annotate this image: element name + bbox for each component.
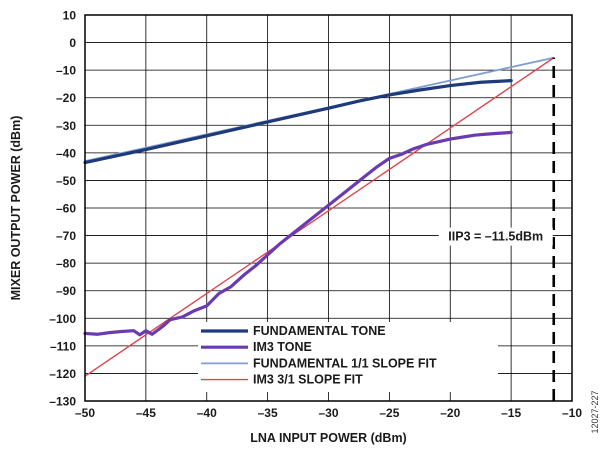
y-tick-label: –50 — [56, 174, 76, 188]
x-tick-label: –25 — [379, 406, 399, 420]
x-tick-label: –50 — [75, 406, 95, 420]
legend-label-fundamental-tone: FUNDAMENTAL TONE — [253, 324, 386, 338]
y-tick-label: –40 — [56, 146, 76, 160]
y-tick-label: –30 — [56, 119, 76, 133]
legend-label-fundamental-slope-fit: FUNDAMENTAL 1/1 SLOPE FIT — [253, 356, 437, 370]
x-tick-label: –15 — [501, 406, 521, 420]
y-tick-label: –110 — [50, 339, 76, 353]
y-tick-label: –100 — [49, 312, 76, 326]
x-tick-labels: –50 –45 –40 –35 –30 –25 –20 –15 –10 — [75, 406, 582, 420]
figure-id: 12027-227 — [590, 390, 600, 433]
legend: FUNDAMENTAL TONE IM3 TONE FUNDAMENTAL 1/… — [198, 322, 498, 392]
series-line-im3-3-1-slope-fit — [84, 57, 555, 377]
plot-frame — [84, 14, 573, 402]
legend-label-im3-slope-fit: IM3 3/1 SLOPE FIT — [253, 373, 363, 387]
series-layer — [83, 56, 555, 377]
y-tick-label: –80 — [56, 257, 76, 271]
y-tick-label: –90 — [56, 284, 76, 298]
x-tick-label: –45 — [136, 406, 156, 420]
x-tick-label: –35 — [258, 406, 278, 420]
x-tick-label: –10 — [562, 406, 582, 420]
iip3-annotation: IIP3 = –11.5dBm — [448, 230, 543, 244]
x-tick-label: –20 — [440, 406, 460, 420]
series-line-fundamental-tone — [83, 79, 513, 165]
y-tick-labels: 10 0 –10 –20 –30 –40 –50 –60 –70 –80 –90 –100 –110 –1… — [49, 9, 76, 409]
y-tick-label: –70 — [56, 229, 76, 243]
y-tick-label: –10 — [56, 64, 76, 78]
y-tick-label: –20 — [56, 91, 76, 105]
y-tick-label: –60 — [56, 202, 76, 216]
grid — [85, 15, 572, 401]
x-tick-label: –40 — [197, 406, 217, 420]
legend-label-im3-tone: IM3 TONE — [253, 340, 312, 354]
y-tick-label: –130 — [49, 395, 76, 409]
x-axis-title: LNA INPUT POWER (dBm) — [250, 431, 406, 445]
annotation-background — [438, 227, 553, 246]
series-line-im3-tone — [83, 130, 513, 337]
y-tick-label: 10 — [63, 9, 77, 23]
x-tick-label: –30 — [318, 406, 338, 420]
y-tick-label: –120 — [49, 367, 76, 381]
y-axis-title: MIXER OUTPUT POWER (dBm) — [9, 116, 23, 301]
legend-background — [198, 322, 498, 392]
y-tick-label: 0 — [69, 36, 76, 50]
